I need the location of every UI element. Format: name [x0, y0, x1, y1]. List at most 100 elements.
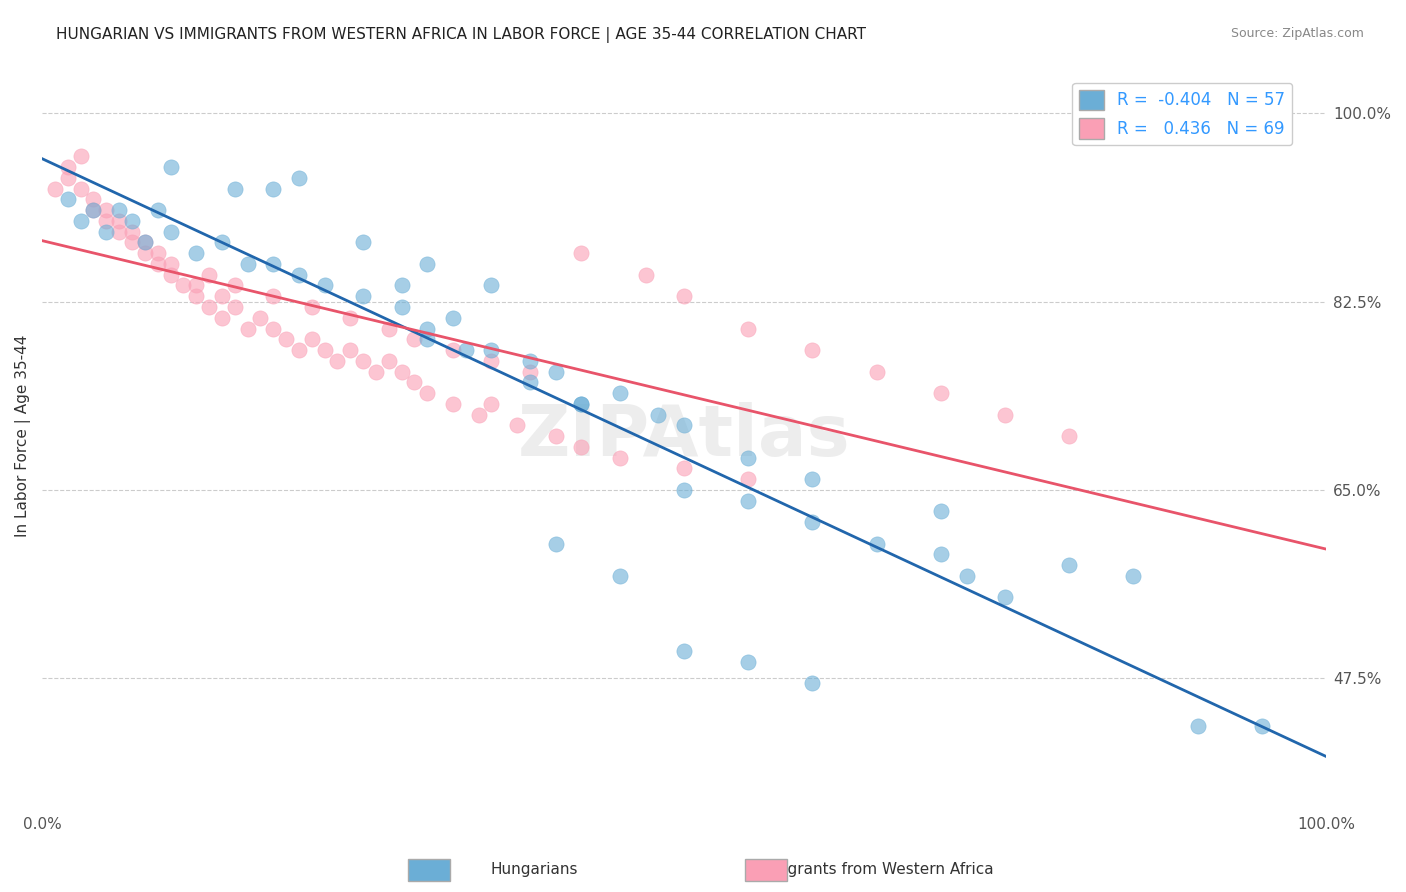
Immigrants from Western Africa — [467, 408, 489, 422]
Immigrants from Western Africa — [569, 246, 592, 260]
Hungarians — [211, 235, 233, 250]
Hungarians — [352, 235, 374, 250]
Hungarians — [56, 193, 79, 207]
Hungarians — [544, 365, 567, 379]
Immigrants from Western Africa — [441, 397, 464, 411]
Hungarians — [929, 504, 952, 518]
Immigrants from Western Africa — [326, 353, 349, 368]
Hungarians — [236, 257, 259, 271]
Immigrants from Western Africa — [121, 225, 143, 239]
Hungarians — [673, 418, 696, 433]
Immigrants from Western Africa — [1059, 429, 1081, 443]
Hungarians — [673, 483, 696, 497]
Immigrants from Western Africa — [673, 289, 696, 303]
Hungarians — [159, 225, 181, 239]
Immigrants from Western Africa — [378, 353, 401, 368]
Hungarians — [288, 268, 311, 282]
Hungarians — [569, 397, 592, 411]
Hungarians — [801, 676, 824, 690]
Hungarians — [801, 472, 824, 486]
Hungarians — [801, 515, 824, 529]
Immigrants from Western Africa — [314, 343, 336, 357]
Hungarians — [737, 450, 759, 465]
Immigrants from Western Africa — [634, 268, 657, 282]
Immigrants from Western Africa — [96, 214, 118, 228]
Immigrants from Western Africa — [352, 353, 374, 368]
Hungarians — [108, 203, 131, 218]
Y-axis label: In Labor Force | Age 35-44: In Labor Force | Age 35-44 — [15, 334, 31, 537]
Hungarians — [96, 225, 118, 239]
Hungarians — [994, 591, 1017, 605]
Hungarians — [481, 343, 503, 357]
Immigrants from Western Africa — [108, 214, 131, 228]
Hungarians — [159, 160, 181, 174]
Hungarians — [416, 257, 439, 271]
Immigrants from Western Africa — [211, 289, 233, 303]
Immigrants from Western Africa — [569, 440, 592, 454]
Hungarians — [314, 278, 336, 293]
Immigrants from Western Africa — [82, 193, 104, 207]
Immigrants from Western Africa — [609, 450, 631, 465]
Immigrants from Western Africa — [96, 203, 118, 218]
Hungarians — [352, 289, 374, 303]
Immigrants from Western Africa — [56, 160, 79, 174]
Immigrants from Western Africa — [249, 310, 271, 325]
Immigrants from Western Africa — [737, 321, 759, 335]
Immigrants from Western Africa — [416, 386, 439, 401]
Immigrants from Western Africa — [481, 397, 503, 411]
Immigrants from Western Africa — [146, 246, 169, 260]
Immigrants from Western Africa — [929, 386, 952, 401]
Immigrants from Western Africa — [121, 235, 143, 250]
Hungarians — [481, 278, 503, 293]
Hungarians — [69, 214, 91, 228]
Hungarians — [1250, 719, 1272, 733]
Immigrants from Western Africa — [134, 246, 156, 260]
Hungarians — [1187, 719, 1209, 733]
Hungarians — [609, 386, 631, 401]
Hungarians — [262, 257, 284, 271]
Immigrants from Western Africa — [994, 408, 1017, 422]
Hungarians — [609, 569, 631, 583]
Hungarians — [519, 353, 541, 368]
Hungarians — [673, 644, 696, 658]
Hungarians — [146, 203, 169, 218]
Hungarians — [647, 408, 669, 422]
Immigrants from Western Africa — [339, 343, 361, 357]
Hungarians — [262, 182, 284, 196]
Legend: R =  -0.404   N = 57, R =   0.436   N = 69: R = -0.404 N = 57, R = 0.436 N = 69 — [1073, 83, 1292, 145]
Immigrants from Western Africa — [544, 429, 567, 443]
Hungarians — [929, 548, 952, 562]
Hungarians — [519, 376, 541, 390]
Text: HUNGARIAN VS IMMIGRANTS FROM WESTERN AFRICA IN LABOR FORCE | AGE 35-44 CORRELATI: HUNGARIAN VS IMMIGRANTS FROM WESTERN AFR… — [56, 27, 866, 43]
Text: ZIPAtlas: ZIPAtlas — [517, 401, 851, 471]
Immigrants from Western Africa — [159, 268, 181, 282]
Hungarians — [569, 397, 592, 411]
Immigrants from Western Africa — [69, 182, 91, 196]
Hungarians — [416, 321, 439, 335]
Immigrants from Western Africa — [801, 343, 824, 357]
Hungarians — [737, 493, 759, 508]
Immigrants from Western Africa — [186, 289, 208, 303]
Immigrants from Western Africa — [391, 365, 413, 379]
Immigrants from Western Africa — [44, 182, 66, 196]
Immigrants from Western Africa — [866, 365, 889, 379]
Text: Immigrants from Western Africa: Immigrants from Western Africa — [749, 863, 994, 877]
Hungarians — [416, 332, 439, 346]
Immigrants from Western Africa — [673, 461, 696, 475]
Hungarians — [288, 170, 311, 185]
Immigrants from Western Africa — [186, 278, 208, 293]
Immigrants from Western Africa — [159, 257, 181, 271]
Immigrants from Western Africa — [274, 332, 297, 346]
Immigrants from Western Africa — [198, 268, 221, 282]
Immigrants from Western Africa — [519, 365, 541, 379]
Immigrants from Western Africa — [56, 170, 79, 185]
Immigrants from Western Africa — [506, 418, 529, 433]
Hungarians — [134, 235, 156, 250]
Immigrants from Western Africa — [146, 257, 169, 271]
Hungarians — [82, 203, 104, 218]
Hungarians — [391, 278, 413, 293]
Hungarians — [1122, 569, 1144, 583]
Immigrants from Western Africa — [301, 332, 323, 346]
Immigrants from Western Africa — [262, 321, 284, 335]
Immigrants from Western Africa — [82, 203, 104, 218]
